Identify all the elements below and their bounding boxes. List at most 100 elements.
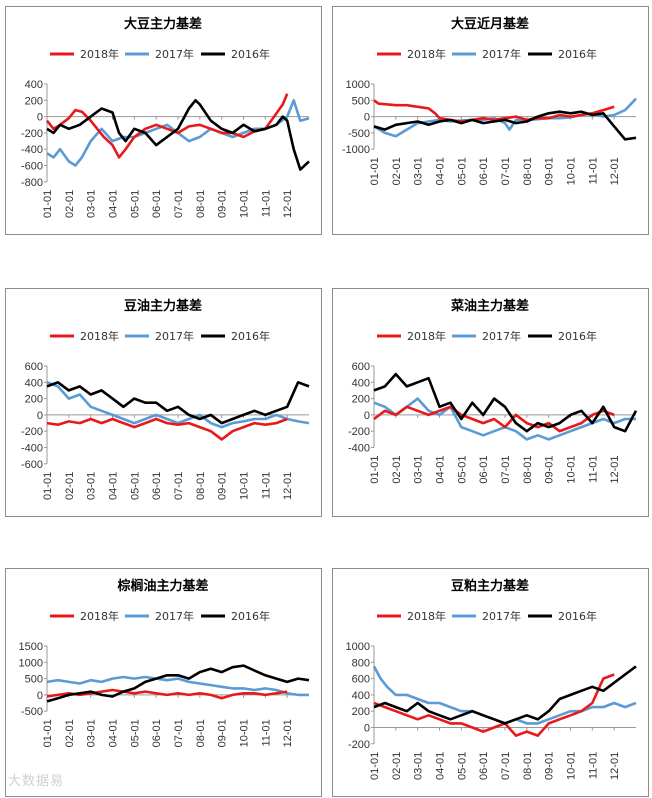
x-tick-label: 02-01 — [391, 456, 403, 484]
x-tick-label: 10-01 — [566, 157, 578, 185]
x-tick-label: 05-01 — [129, 472, 141, 500]
x-tick-label: 11-01 — [260, 472, 272, 499]
y-tick-label: -1000 — [342, 144, 370, 156]
series-line-2018年 — [45, 93, 289, 159]
y-tick-label: -200 — [348, 739, 370, 751]
x-tick-label: 06-01 — [151, 472, 163, 500]
y-tick-label: 400 — [352, 377, 370, 389]
legend-label: 2016年 — [558, 609, 597, 623]
x-tick-label: 11-01 — [260, 719, 272, 746]
x-tick-label: 07-01 — [173, 472, 185, 500]
x-tick-label: 09-01 — [217, 472, 229, 500]
x-tick-label: 08-01 — [195, 472, 207, 500]
y-tick-label: 1000 — [19, 657, 43, 669]
x-tick-label: 02-01 — [64, 190, 76, 218]
y-tick-label: -400 — [348, 443, 370, 455]
x-tick-label: 11-01 — [587, 157, 599, 184]
y-tick-label: 0 — [364, 723, 370, 735]
legend-label: 2017年 — [155, 609, 194, 623]
x-tick-label: 10-01 — [566, 456, 578, 484]
y-tick-label: -400 — [21, 144, 43, 156]
x-tick-label: 07-01 — [500, 456, 512, 484]
x-tick-label: 03-01 — [86, 472, 98, 500]
x-tick-label: 05-01 — [456, 456, 468, 484]
y-tick-label: 600 — [25, 361, 43, 373]
chart-title: 菜油主力基差 — [450, 298, 529, 314]
series-line-2017年 — [46, 675, 309, 697]
legend-label: 2017年 — [155, 329, 194, 343]
x-tick-label: 02-01 — [64, 472, 76, 500]
chart-panel-2: 大豆近月基差 2018年 2017年 2016年 1000 500 0 -500 -100001… — [332, 6, 649, 235]
x-tick-label: 04-01 — [435, 456, 447, 484]
series-line-2018年 — [373, 673, 615, 737]
chart-title: 豆油主力基差 — [124, 298, 202, 314]
legend-label: 2018年 — [407, 329, 446, 343]
x-tick-label: 04-01 — [108, 190, 120, 218]
x-tick-label: 03-01 — [86, 190, 98, 218]
y-tick-label: 200 — [352, 394, 370, 406]
series-line-2018年 — [46, 688, 288, 700]
legend-label: 2016年 — [231, 329, 270, 343]
x-tick-label: 03-01 — [413, 157, 425, 185]
y-tick-label: -500 — [21, 706, 43, 718]
y-tick-label: 600 — [352, 361, 370, 373]
y-tick-label: 0 — [364, 112, 370, 124]
series-line-2016年 — [373, 665, 637, 725]
x-tick-label: 05-01 — [129, 719, 141, 747]
x-tick-label: 01-01 — [42, 719, 54, 747]
x-tick-label: 10-01 — [566, 752, 578, 780]
x-tick-label: 02-01 — [391, 157, 403, 185]
x-tick-label: 12-01 — [282, 472, 294, 500]
chart-border — [5, 288, 322, 517]
legend-label: 2016年 — [558, 329, 597, 343]
x-tick-label: 02-01 — [391, 752, 403, 780]
legend-label: 2017年 — [482, 329, 521, 343]
x-tick-label: 06-01 — [151, 190, 163, 218]
x-tick-label: 11-01 — [587, 752, 599, 779]
x-tick-label: 06-01 — [151, 719, 163, 747]
x-tick-label: 06-01 — [478, 752, 490, 780]
chart-title: 棕榈油主力基差 — [116, 578, 208, 594]
x-tick-label: 10-01 — [239, 472, 251, 500]
x-tick-label: 08-01 — [522, 752, 534, 780]
series-line-2018年 — [46, 417, 288, 441]
x-tick-label: 01-01 — [42, 472, 54, 500]
x-tick-label: 03-01 — [413, 752, 425, 780]
x-tick-label: 12-01 — [282, 190, 294, 218]
y-tick-label: 400 — [352, 690, 370, 702]
chart-panel-3: 豆油主力基差 2018年 2017年 2016年 600 400 200 0 -200 -400 -… — [5, 288, 322, 517]
x-tick-label: 01-01 — [42, 190, 54, 218]
legend-label: 2017年 — [155, 47, 194, 61]
y-tick-label: -200 — [21, 128, 43, 140]
legend-label: 2018年 — [80, 329, 119, 343]
x-tick-label: 11-01 — [260, 190, 272, 217]
chart-title: 豆粕主力基差 — [451, 578, 529, 594]
y-tick-label: 400 — [25, 79, 43, 91]
x-tick-label: 07-01 — [173, 719, 185, 747]
x-tick-label: 09-01 — [544, 456, 556, 484]
x-tick-label: 09-01 — [544, 157, 556, 185]
x-tick-label: 04-01 — [435, 157, 447, 185]
x-tick-label: 01-01 — [369, 456, 381, 484]
x-tick-label: 04-01 — [108, 472, 120, 500]
chart-panel-1: 大豆主力基差 2018年 2017年 2016年 400 200 0 -200 -400 -600… — [5, 6, 322, 235]
x-tick-label: 08-01 — [195, 719, 207, 747]
y-tick-label: 0 — [37, 410, 43, 422]
y-tick-label: 200 — [25, 394, 43, 406]
y-tick-label: 400 — [25, 377, 43, 389]
x-tick-label: 09-01 — [544, 752, 556, 780]
x-tick-label: 05-01 — [456, 752, 468, 780]
y-tick-label: 500 — [352, 95, 370, 107]
y-tick-label: -400 — [21, 443, 43, 455]
y-tick-label: 1500 — [19, 641, 43, 653]
x-tick-label: 07-01 — [500, 157, 512, 185]
y-tick-label: -600 — [21, 161, 43, 173]
chart-title: 大豆近月基差 — [451, 16, 529, 32]
x-tick-label: 12-01 — [609, 157, 621, 185]
x-tick-label: 12-01 — [609, 752, 621, 780]
chart-border — [5, 568, 322, 797]
chart-panel-6: 豆粕主力基差 2018年 2017年 2016年 1000 800 600 400 200 0 -2… — [332, 568, 649, 797]
y-tick-label: 200 — [25, 95, 43, 107]
